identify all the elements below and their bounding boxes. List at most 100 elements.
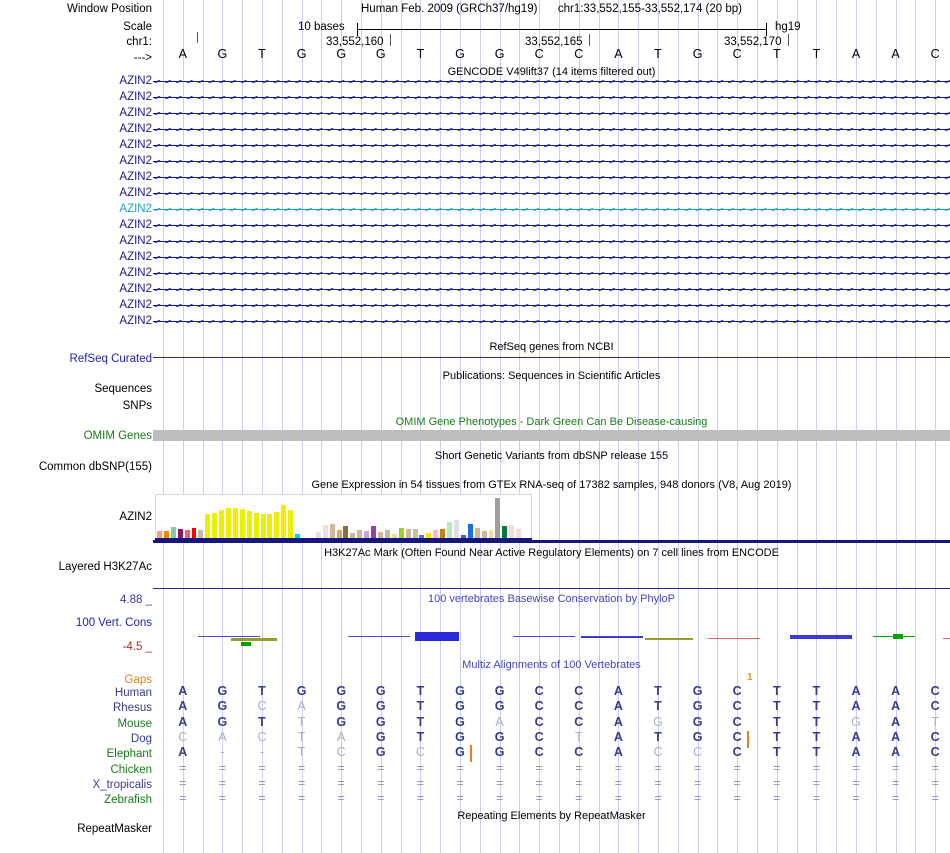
gtex-tissue-bar[interactable] — [267, 514, 273, 540]
multiz-species-label[interactable]: Chicken — [110, 763, 152, 776]
gtex-tissue-bar[interactable] — [226, 507, 231, 540]
gencode-transcript-row[interactable]: >>>>>>>>>>>>>>>>>>>>>>>>>>>>>>>>>>>>>>>>… — [153, 256, 950, 259]
label-layered-h3k27ac[interactable]: Layered H3K27Ac — [58, 561, 152, 573]
gtex-tissue-bar[interactable] — [357, 530, 363, 540]
gencode-transcript-row[interactable]: >>>>>>>>>>>>>>>>>>>>>>>>>>>>>>>>>>>>>>>>… — [153, 320, 950, 323]
multiz-species-label[interactable]: Elephant — [106, 748, 152, 761]
gencode-transcript-row[interactable]: >>>>>>>>>>>>>>>>>>>>>>>>>>>>>>>>>>>>>>>>… — [153, 96, 950, 99]
gencode-transcript-row[interactable]: >>>>>>>>>>>>>>>>>>>>>>>>>>>>>>>>>>>>>>>>… — [153, 288, 950, 291]
gencode-gene-label[interactable]: AZIN2 — [119, 75, 152, 87]
gtex-tissue-bar[interactable] — [405, 528, 411, 540]
gtex-tissue-bar[interactable] — [502, 525, 508, 540]
gtex-tissue-bar[interactable] — [447, 521, 453, 540]
gtex-tissue-bar[interactable] — [419, 535, 425, 540]
multiz-species-label[interactable]: X_tropicalis — [92, 778, 152, 791]
gtex-tissue-bar[interactable] — [170, 526, 176, 540]
gtex-tissue-bar[interactable] — [205, 514, 211, 540]
gencode-transcript-row[interactable]: >>>>>>>>>>>>>>>>>>>>>>>>>>>>>>>>>>>>>>>>… — [153, 224, 950, 227]
label-publications-snps[interactable]: SNPs — [122, 400, 152, 412]
gtex-tissue-bar[interactable] — [460, 535, 466, 540]
gencode-transcript-row[interactable]: >>>>>>>>>>>>>>>>>>>>>>>>>>>>>>>>>>>>>>>>… — [153, 240, 950, 243]
gtex-tissue-bar[interactable] — [329, 523, 335, 540]
gencode-transcript-row[interactable]: >>>>>>>>>>>>>>>>>>>>>>>>>>>>>>>>>>>>>>>>… — [153, 176, 950, 179]
label-100-vert-cons[interactable]: 100 Vert. Cons — [75, 617, 152, 629]
gtex-tissue-bar[interactable] — [474, 527, 480, 540]
gencode-transcript-row[interactable]: >>>>>>>>>>>>>>>>>>>>>>>>>>>>>>>>>>>>>>>>… — [153, 144, 950, 147]
gtex-tissue-bar[interactable] — [391, 534, 397, 540]
gtex-tissue-bar[interactable] — [184, 529, 190, 540]
gtex-tissue-bar[interactable] — [156, 531, 162, 540]
gtex-tissue-bar[interactable] — [453, 519, 459, 540]
gencode-gene-label[interactable]: AZIN2 — [119, 251, 152, 263]
gencode-gene-label[interactable]: AZIN2 — [119, 219, 152, 231]
gencode-transcript-row[interactable]: >>>>>>>>>>>>>>>>>>>>>>>>>>>>>>>>>>>>>>>>… — [153, 304, 950, 307]
multiz-species-label[interactable]: Dog — [130, 732, 152, 745]
gencode-transcript-row[interactable]: >>>>>>>>>>>>>>>>>>>>>>>>>>>>>>>>>>>>>>>>… — [153, 128, 950, 131]
gencode-gene-label[interactable]: AZIN2 — [119, 171, 152, 183]
gtex-tissue-bar[interactable] — [322, 524, 328, 540]
gtex-tissue-bar[interactable] — [467, 523, 473, 540]
gencode-gene-label[interactable]: AZIN2 — [119, 299, 152, 311]
gencode-transcript-row[interactable]: >>>>>>>>>>>>>>>>>>>>>>>>>>>>>>>>>>>>>>>>… — [153, 160, 950, 163]
label-common-dbsnp[interactable]: Common dbSNP(155) — [38, 461, 152, 473]
gencode-gene-label[interactable]: AZIN2 — [119, 267, 152, 279]
gtex-bar-chart[interactable] — [155, 494, 532, 541]
gtex-tissue-bar[interactable] — [212, 513, 218, 540]
gencode-gene-label[interactable]: AZIN2 — [119, 187, 152, 199]
gtex-tissue-bar[interactable] — [488, 530, 494, 540]
gencode-gene-label[interactable]: AZIN2 — [119, 123, 152, 135]
gencode-gene-label[interactable]: AZIN2 — [119, 155, 152, 167]
gtex-tissue-bar[interactable] — [191, 527, 197, 540]
omim-gene-bar[interactable] — [153, 430, 950, 441]
gtex-tissue-bar[interactable] — [177, 528, 183, 540]
gencode-gene-label[interactable]: AZIN2 — [119, 315, 152, 327]
gtex-tissue-bar[interactable] — [398, 527, 404, 540]
data-panel[interactable]: Human Feb. 2009 (GRCh37/hg19) chr1:33,55… — [153, 0, 950, 853]
gtex-tissue-bar[interactable] — [295, 534, 301, 540]
gtex-tissue-bar[interactable] — [412, 528, 418, 540]
gtex-tissue-bar[interactable] — [440, 528, 446, 540]
label-repeatmasker[interactable]: RepeatMasker — [77, 823, 152, 835]
gencode-transcript-row[interactable]: >>>>>>>>>>>>>>>>>>>>>>>>>>>>>>>>>>>>>>>>… — [153, 208, 950, 211]
gtex-tissue-bar[interactable] — [350, 533, 356, 540]
gtex-tissue-bar[interactable] — [246, 511, 252, 540]
label-omim-genes[interactable]: OMIM Genes — [83, 430, 152, 442]
multiz-species-label[interactable]: Zebrafish — [104, 794, 152, 807]
multiz-species-label[interactable]: Mouse — [117, 717, 152, 730]
gtex-tissue-bar[interactable] — [481, 531, 487, 540]
gencode-gene-label[interactable]: AZIN2 — [119, 107, 152, 119]
gtex-tissue-bar[interactable] — [288, 510, 294, 540]
gtex-tissue-bar[interactable] — [509, 524, 515, 540]
gtex-tissue-bar[interactable] — [198, 530, 204, 540]
gtex-tissue-bar[interactable] — [516, 528, 522, 540]
gtex-tissue-bar[interactable] — [274, 512, 280, 540]
gencode-gene-label[interactable]: AZIN2 — [119, 203, 152, 215]
gtex-tissue-bar[interactable] — [219, 510, 225, 540]
gencode-transcript-row[interactable]: >>>>>>>>>>>>>>>>>>>>>>>>>>>>>>>>>>>>>>>>… — [153, 272, 950, 275]
multiz-species-label[interactable]: Rhesus — [113, 702, 152, 715]
gtex-tissue-bar[interactable] — [281, 504, 287, 540]
gencode-gene-label[interactable]: AZIN2 — [119, 91, 152, 103]
gtex-tissue-bar[interactable] — [239, 509, 245, 540]
gencode-transcript-row[interactable]: >>>>>>>>>>>>>>>>>>>>>>>>>>>>>>>>>>>>>>>>… — [153, 112, 950, 115]
gtex-tissue-bar[interactable] — [495, 497, 501, 540]
gencode-transcript-row[interactable]: >>>>>>>>>>>>>>>>>>>>>>>>>>>>>>>>>>>>>>>>… — [153, 192, 950, 195]
gtex-tissue-bar[interactable] — [378, 532, 383, 540]
gtex-tissue-bar[interactable] — [343, 525, 349, 540]
gtex-tissue-bar[interactable] — [260, 514, 266, 540]
gtex-tissue-bar[interactable] — [315, 532, 321, 540]
refseq-feature-line[interactable] — [153, 357, 950, 358]
label-refseq-curated[interactable]: RefSeq Curated — [69, 353, 152, 365]
gtex-tissue-bar[interactable] — [232, 508, 238, 540]
multiz-species-label[interactable]: Human — [114, 687, 152, 699]
gencode-transcript-row[interactable]: >>>>>>>>>>>>>>>>>>>>>>>>>>>>>>>>>>>>>>>>… — [153, 80, 950, 83]
gtex-tissue-bar[interactable] — [384, 529, 390, 540]
gtex-tissue-bar[interactable] — [371, 525, 377, 540]
label-publications-sequences[interactable]: Sequences — [94, 383, 152, 395]
gtex-tissue-bar[interactable] — [336, 529, 342, 540]
gtex-tissue-bar[interactable] — [426, 533, 432, 540]
gencode-gene-label[interactable]: AZIN2 — [119, 139, 152, 151]
gencode-gene-label[interactable]: AZIN2 — [119, 283, 152, 295]
label-gtex-gene[interactable]: AZIN2 — [119, 511, 152, 523]
